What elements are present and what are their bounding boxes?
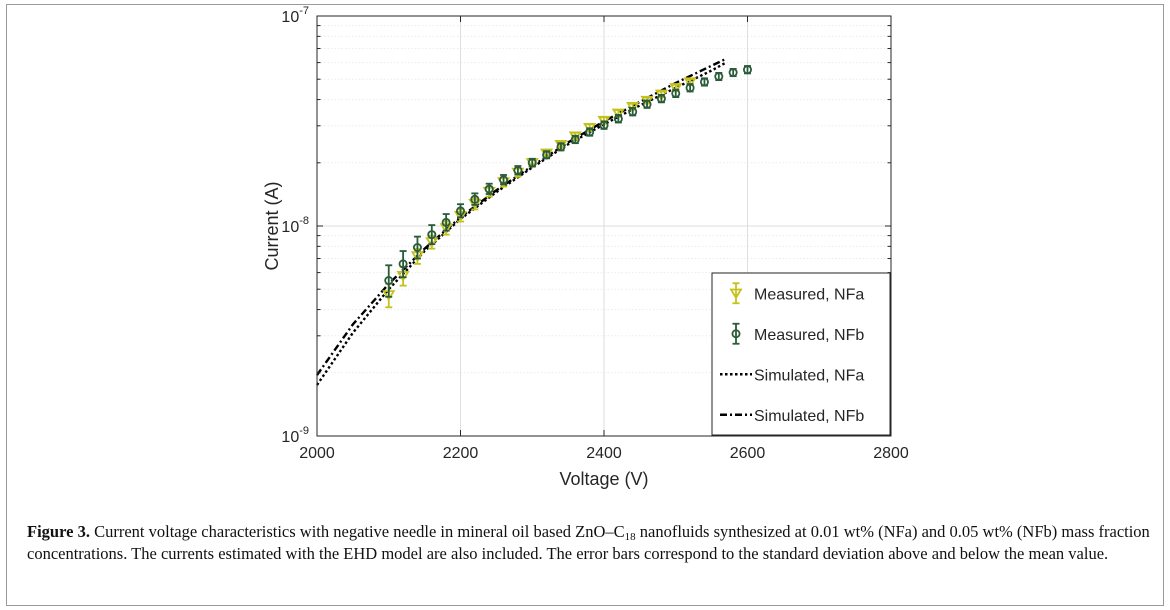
legend-box <box>711 272 891 436</box>
grid-layer <box>316 15 892 437</box>
data-point <box>628 107 638 117</box>
figure-frame: 2000 2200 2400 2600 2800 10-9 10-8 10-7 Voltage … <box>6 4 1164 606</box>
data-marker <box>499 175 509 185</box>
data-point <box>656 94 666 104</box>
x-tick-label: 2600 <box>730 445 766 462</box>
x-tick-label: 2200 <box>443 445 479 462</box>
data-marker <box>470 194 480 204</box>
data-point <box>384 264 394 298</box>
caption-text-2: nanofluids synthesized at 0.01 wt% (NFa)… <box>27 522 1150 563</box>
data-marker <box>656 94 666 104</box>
data-point <box>427 224 437 245</box>
data-point <box>455 203 465 219</box>
data-marker <box>556 142 566 152</box>
legend-entry: Simulated, NFa <box>720 367 864 384</box>
data-point <box>412 235 422 260</box>
data-point <box>470 192 480 206</box>
figure-caption: Figure 3. Current voltage characteristic… <box>27 521 1157 565</box>
data-point <box>513 165 523 176</box>
data-marker <box>542 150 552 160</box>
data-marker <box>441 217 451 227</box>
x-axis-label: Voltage (V) <box>559 469 648 489</box>
data-point <box>527 157 537 168</box>
data-marker <box>570 135 580 145</box>
y-tick-label: 10-7 <box>281 5 309 26</box>
data-marker <box>455 206 465 216</box>
data-marker <box>513 165 523 175</box>
data-marker <box>728 68 738 78</box>
data-point <box>728 67 738 78</box>
data-marker <box>613 114 623 124</box>
chart: 2000 2200 2400 2600 2800 10-9 10-8 10-7 Voltage … <box>262 5 909 489</box>
legend-label: Simulated, NFa <box>754 367 864 384</box>
data-marker <box>683 77 697 89</box>
legend-entry: Simulated, NFb <box>720 408 864 425</box>
x-tick-label: 2400 <box>586 445 622 462</box>
legend-entry: Measured, NFa <box>729 282 864 305</box>
data-marker <box>484 184 494 194</box>
data-marker <box>585 127 595 137</box>
data-marker <box>671 88 681 98</box>
data-point <box>542 150 552 160</box>
data-point <box>642 99 652 109</box>
legend-label: Measured, NFa <box>754 286 864 303</box>
legend-label: Simulated, NFb <box>754 408 864 425</box>
y-tick-label: 10-9 <box>281 425 309 446</box>
caption-text-1: Current voltage characteristics with neg… <box>89 522 625 541</box>
data-point <box>570 134 580 145</box>
data-point <box>398 250 408 279</box>
data-marker <box>714 72 724 82</box>
errorbars-layer <box>382 65 753 309</box>
y-tick-label: 10-8 <box>281 215 309 236</box>
data-point <box>441 213 451 232</box>
data-point <box>556 142 566 152</box>
data-point <box>671 88 681 98</box>
x-tick-label: 2000 <box>299 445 335 462</box>
caption-subscript: 18 <box>624 531 636 543</box>
data-point <box>743 65 753 75</box>
data-point <box>699 77 709 87</box>
data-marker <box>427 230 437 240</box>
legend: Measured, NFa Measured, NFb Simulated, NFa… <box>711 272 891 436</box>
x-tick-label: 2800 <box>873 445 909 462</box>
data-marker <box>412 242 422 252</box>
data-point <box>613 114 623 124</box>
data-marker <box>628 107 638 117</box>
data-point <box>714 71 724 82</box>
data-marker <box>669 83 683 95</box>
data-marker <box>642 99 652 109</box>
data-point <box>585 127 595 137</box>
data-marker <box>599 120 609 130</box>
data-marker <box>743 65 753 75</box>
caption-label: Figure 3. <box>27 522 90 541</box>
data-marker <box>398 259 408 269</box>
legend-label: Measured, NFb <box>754 327 864 344</box>
legend-marker <box>731 329 741 339</box>
y-axis-label: Current (A) <box>262 181 282 270</box>
data-point <box>499 174 509 186</box>
data-marker <box>699 77 709 87</box>
data-marker <box>685 83 695 93</box>
axes-layer: 2000 2200 2400 2600 2800 10-9 10-8 10-7 Voltage … <box>262 5 909 489</box>
data-marker <box>384 276 394 286</box>
data-marker <box>611 108 625 120</box>
data-point <box>599 120 609 130</box>
legend-marker <box>729 288 743 300</box>
data-marker <box>527 158 537 168</box>
data-point <box>685 83 695 93</box>
legend-entry: Measured, NFb <box>731 322 864 345</box>
data-point <box>484 182 494 195</box>
